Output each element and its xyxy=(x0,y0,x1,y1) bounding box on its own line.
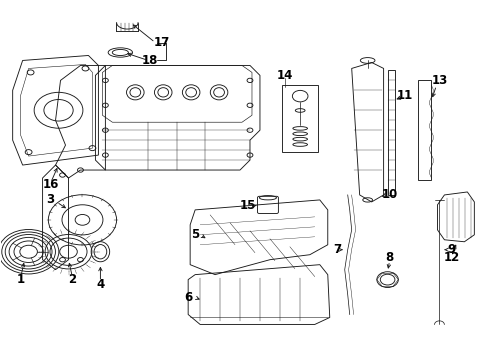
Text: 13: 13 xyxy=(430,74,447,87)
Text: 7: 7 xyxy=(333,243,341,256)
Text: 4: 4 xyxy=(96,278,104,291)
Text: 10: 10 xyxy=(381,188,397,202)
Text: 14: 14 xyxy=(276,69,292,82)
Text: 16: 16 xyxy=(42,179,59,192)
Text: 18: 18 xyxy=(142,54,158,67)
Text: 8: 8 xyxy=(385,251,393,264)
Text: 2: 2 xyxy=(68,273,77,286)
Text: 1: 1 xyxy=(17,273,25,286)
Text: 3: 3 xyxy=(46,193,55,206)
Text: 12: 12 xyxy=(443,251,459,264)
Text: 17: 17 xyxy=(154,36,170,49)
Bar xyxy=(281,85,318,152)
Text: 11: 11 xyxy=(396,89,412,102)
Text: 15: 15 xyxy=(239,199,256,212)
Text: 5: 5 xyxy=(191,228,199,241)
Text: 9: 9 xyxy=(447,243,455,256)
Text: 6: 6 xyxy=(183,291,192,304)
